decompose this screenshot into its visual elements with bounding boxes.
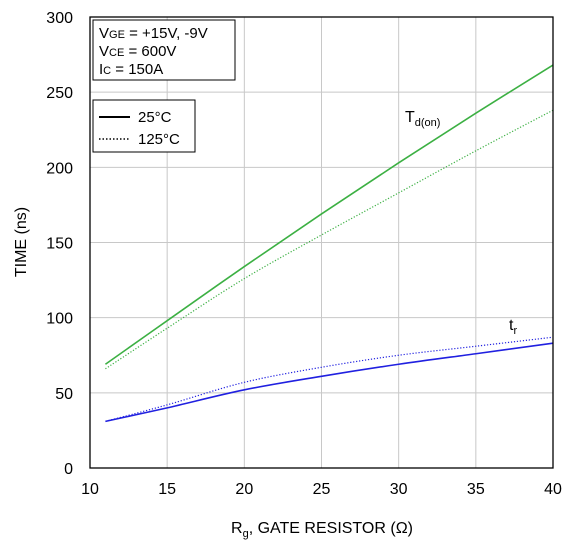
x-tick-label: 35 [467, 481, 485, 498]
x-tick-label: 15 [158, 481, 176, 498]
condition-ic: IC = 150A [99, 61, 163, 78]
annotation-tr: tr [509, 317, 517, 337]
annotation-td-on: Td(on) [405, 109, 440, 129]
legend: 25°C 125°C [92, 99, 196, 153]
y-tick-label: 150 [46, 236, 73, 253]
x-tick-label: 25 [313, 481, 331, 498]
grid [89, 16, 554, 469]
legend-label-25c: 25°C [138, 109, 172, 126]
series-line-tr-25c [105, 342, 554, 423]
legend-label-125c: 125°C [138, 131, 180, 148]
x-tick-label: 30 [390, 481, 408, 498]
y-tick-label: 100 [46, 311, 73, 328]
series-layer [104, 64, 554, 423]
y-tick-label: 200 [46, 160, 73, 177]
y-tick-label: 250 [46, 85, 73, 102]
conditions-box: VGE = +15V, -9V VCE = 600V IC = 150A [92, 19, 236, 81]
condition-vce: VCE = 600V [99, 43, 176, 60]
y-tick-label: 300 [46, 10, 73, 27]
plot-frame [89, 16, 554, 469]
x-tick-label: 10 [81, 481, 99, 498]
y-tick-label: 50 [55, 386, 73, 403]
tick-labels: 10 15 20 25 30 35 40 0 50 100 150 200 250 300 [46, 10, 562, 498]
y-axis-label: TIME (ns) [13, 207, 30, 277]
series-line-td-on-125c [105, 109, 554, 370]
y-tick-label: 0 [64, 461, 73, 478]
condition-vge: VGE = +15V, -9V [99, 25, 208, 42]
x-axis-label: Rg, GATE RESISTOR (Ω) [231, 520, 413, 540]
series-line-tr-125c [105, 336, 554, 422]
x-tick-label: 20 [235, 481, 253, 498]
series-line-td-on-25c [104, 64, 554, 365]
x-tick-label: 40 [544, 481, 562, 498]
